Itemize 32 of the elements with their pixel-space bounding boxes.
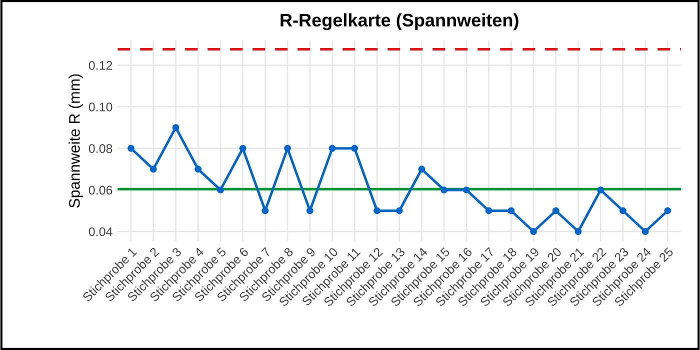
point [574, 228, 582, 235]
point [530, 228, 537, 235]
point [239, 144, 246, 152]
point [508, 207, 515, 214]
point [128, 144, 134, 152]
y-tick-label: 0.08 [88, 144, 112, 154]
point [328, 144, 336, 152]
point [485, 207, 492, 214]
point [619, 207, 626, 214]
point [284, 144, 292, 152]
point [150, 166, 157, 173]
y-tick-label: 0.12 [88, 61, 112, 70]
point [462, 186, 470, 194]
point [262, 207, 269, 214]
point [216, 186, 224, 194]
point [552, 207, 560, 214]
point [597, 186, 604, 194]
point [374, 207, 380, 214]
y-tick-label: 0.04 [88, 227, 112, 236]
chart-title: R-Regelkarte (Spannweiten) [280, 13, 518, 30]
y-tick-label: 0.06 [88, 186, 112, 195]
y-tick-label: 0.10 [88, 102, 112, 112]
point [306, 207, 314, 214]
point [351, 144, 358, 152]
point [642, 228, 649, 235]
point [418, 166, 426, 173]
point [440, 186, 448, 194]
point [664, 207, 672, 214]
point [396, 207, 403, 214]
point [172, 124, 180, 132]
point [194, 166, 202, 173]
y-axis-title: Spannweite R (mm) [68, 74, 83, 208]
